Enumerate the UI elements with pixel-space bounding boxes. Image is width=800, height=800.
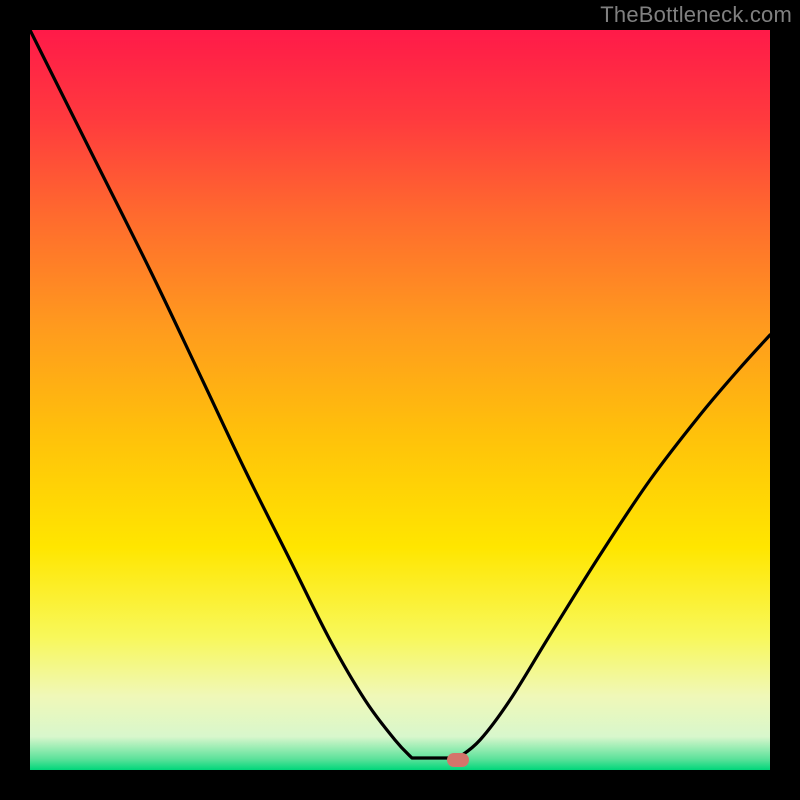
- attribution-label: TheBottleneck.com: [600, 2, 792, 28]
- plot-background: [30, 30, 770, 770]
- optimal-marker: [447, 753, 469, 767]
- chart-container: { "attribution": { "text": "TheBottlenec…: [0, 0, 800, 800]
- bottleneck-chart: [0, 0, 800, 800]
